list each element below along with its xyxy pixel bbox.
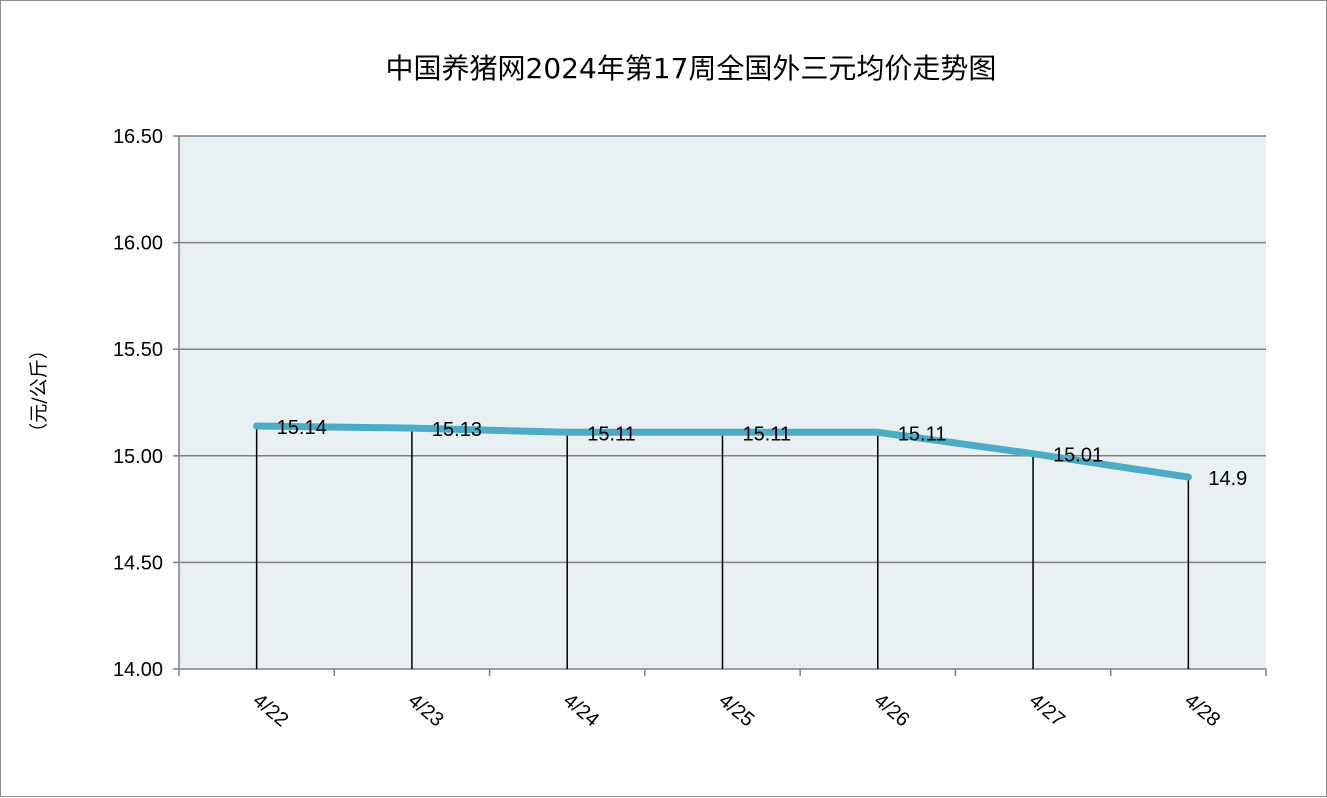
data-label: 15.13 [432, 419, 482, 441]
y-tick-label: 14.50 [113, 552, 163, 574]
x-tick-label: 4/28 [1180, 689, 1224, 731]
y-tick-label: 15.50 [113, 339, 163, 361]
x-tick-label: 4/22 [249, 689, 293, 731]
chart-title: 中国养猪网2024年第17周全国外三元均价走势图 [386, 52, 997, 85]
y-tick-label: 16.50 [113, 126, 163, 148]
y-tick-label: 15.00 [113, 446, 163, 468]
data-label: 15.11 [743, 423, 792, 445]
data-label: 15.01 [1053, 445, 1103, 467]
x-tick-label: 4/26 [870, 689, 914, 731]
data-label: 15.11 [587, 423, 636, 445]
x-tick-label: 4/23 [404, 689, 448, 731]
data-label: 14.9 [1208, 468, 1247, 490]
x-tick-label: 4/25 [714, 689, 758, 731]
x-tick-label: 4/27 [1025, 689, 1069, 731]
x-tick-label: 4/24 [559, 689, 603, 731]
series-line [253, 422, 1192, 481]
plot-area: 14.00 14.50 15.00 15.50 16.00 16.50 15.14 15.13… [113, 126, 1267, 731]
y-tick-label: 14.00 [113, 659, 163, 681]
y-axis-title: （元/公斤） [28, 340, 50, 441]
data-label: 15.11 [898, 423, 947, 445]
y-tick-label: 16.00 [113, 233, 163, 255]
data-label: 15.14 [277, 417, 327, 439]
